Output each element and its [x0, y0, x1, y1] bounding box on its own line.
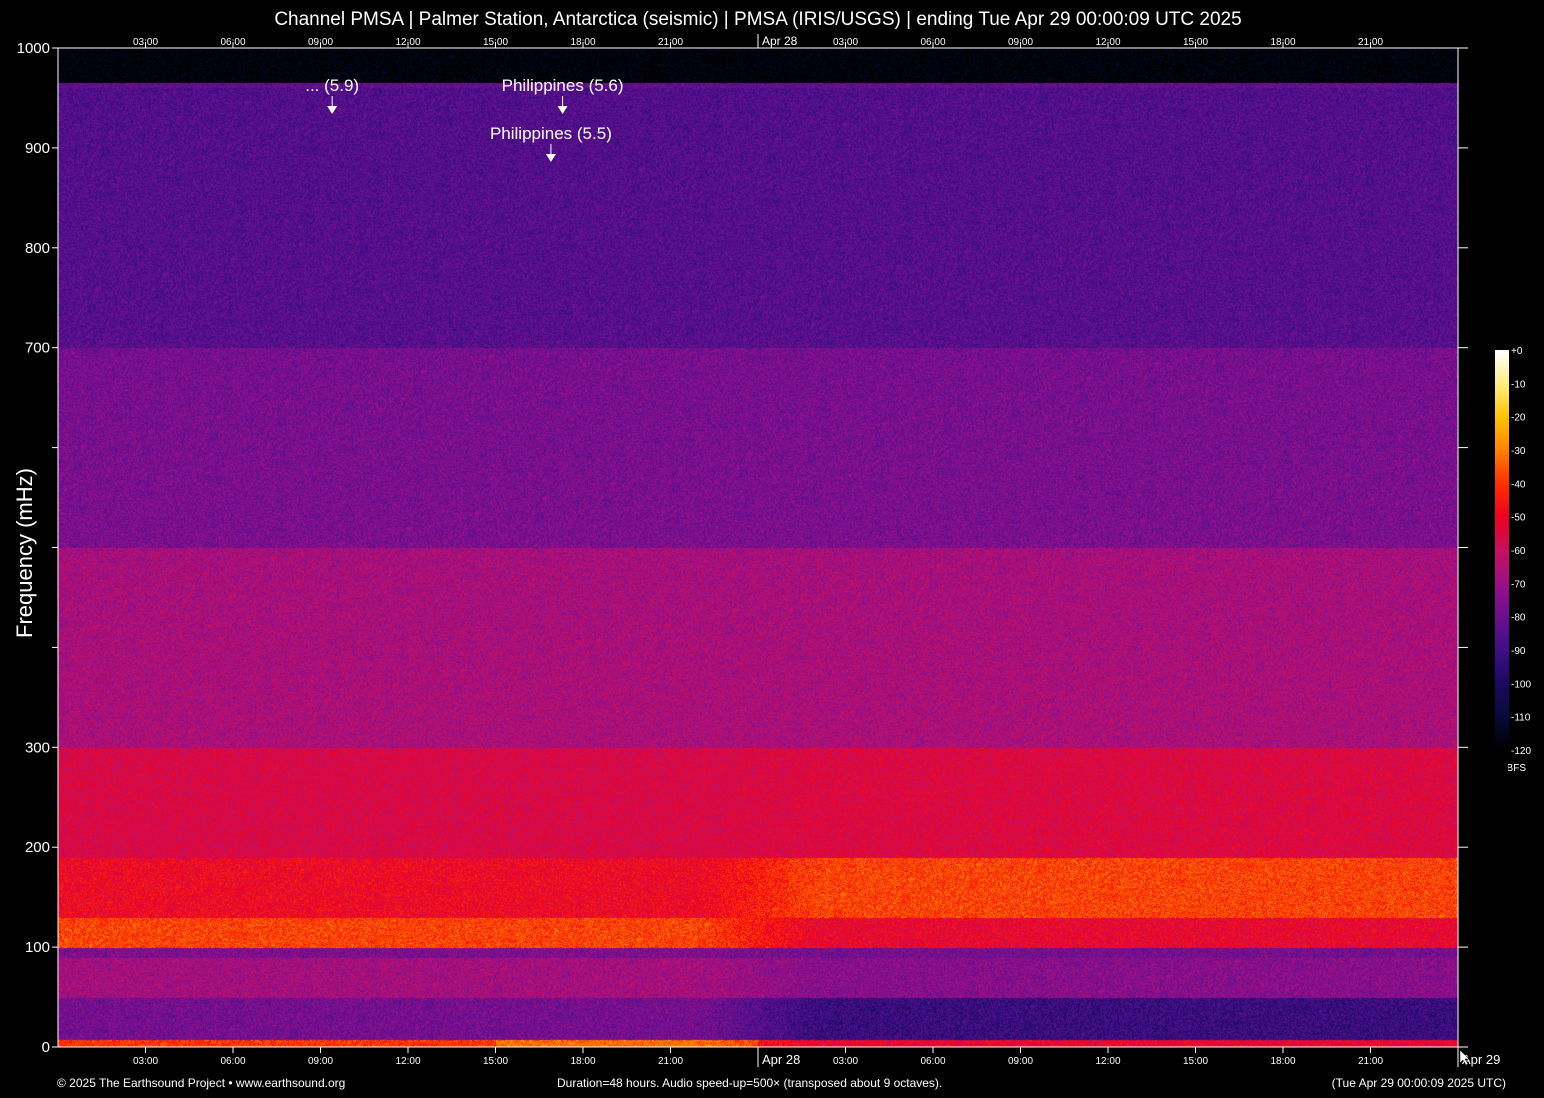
- x-tick-label-top: 09:00: [308, 37, 333, 48]
- x-tick-label-top: 09:00: [1008, 37, 1033, 48]
- y-tick-label: 700: [25, 340, 50, 357]
- duration-note: Duration=48 hours. Audio speed-up=500× (…: [557, 1076, 943, 1090]
- copyright: © 2025 The Earthsound Project • www.eart…: [57, 1076, 346, 1090]
- colorbar-tick-label: -110: [1511, 713, 1531, 724]
- x-tick-label: 06:00: [220, 1056, 245, 1067]
- x-tick-label-top: 06:00: [220, 37, 245, 48]
- x-tick-label: 18:00: [1270, 1056, 1295, 1067]
- y-tick-label: 300: [25, 739, 50, 756]
- x-tick-label: 15:00: [483, 1056, 508, 1067]
- mouse-cursor-icon: [1459, 1049, 1470, 1066]
- x-tick-label: 09:00: [308, 1056, 333, 1067]
- x-tick-label-top: 06:00: [920, 37, 945, 48]
- x-tick-label: 03:00: [133, 1056, 158, 1067]
- x-tick-label-top: 03:00: [133, 37, 158, 48]
- colorbar-tick-label: -30: [1511, 446, 1526, 457]
- arrow-down-icon: [327, 106, 338, 114]
- x-tick-label: 06:00: [920, 1056, 945, 1067]
- colorbar-tick-label: -40: [1511, 479, 1526, 490]
- x-tick-label: 18:00: [570, 1056, 595, 1067]
- colorbar-tick-label: -50: [1511, 513, 1526, 524]
- colorbar: [1495, 350, 1509, 750]
- x-tick-label-top: 21:00: [658, 37, 683, 48]
- colorbar-tick-label: +0: [1511, 346, 1523, 357]
- x-tick-label-top: 18:00: [570, 37, 595, 48]
- y-tick-label: 0: [42, 1039, 50, 1056]
- arrow-down-icon: [557, 106, 568, 114]
- colorbar-tick-label: -20: [1511, 413, 1526, 424]
- colorbar-tick-label: -70: [1511, 579, 1526, 590]
- arrow-down-icon: [545, 154, 556, 162]
- x-tick-label-top: 21:00: [1358, 37, 1383, 48]
- x-tick-label-top: Apr 28: [762, 34, 798, 48]
- event-annotation: ... (5.9): [305, 76, 360, 95]
- x-tick-label-top: 12:00: [1095, 37, 1120, 48]
- x-tick-label-top: 15:00: [1183, 37, 1208, 48]
- colorbar-tick-label: -60: [1511, 546, 1526, 557]
- y-axis-label: Frequency (mHz): [12, 468, 37, 638]
- y-tick-label: 800: [25, 240, 50, 257]
- colorbar-tick-label: -100: [1511, 679, 1531, 690]
- colorbar-tick-label: -10: [1511, 379, 1526, 390]
- colorbar-tick-label: -90: [1511, 646, 1526, 657]
- x-end-label: Apr 29: [1462, 1052, 1500, 1067]
- y-tick-label: 900: [25, 140, 50, 157]
- y-tick-label: 200: [25, 839, 50, 856]
- colorbar-unit-label: dBFS: [1508, 763, 1526, 774]
- y-tick-label: 100: [25, 939, 50, 956]
- x-tick-label: 15:00: [1183, 1056, 1208, 1067]
- spectrogram: [58, 48, 1458, 1047]
- x-tick-label: 21:00: [1358, 1056, 1383, 1067]
- x-tick-label: 09:00: [1008, 1056, 1033, 1067]
- x-tick-label: 21:00: [658, 1056, 683, 1067]
- colorbar-tick-label: -120: [1511, 746, 1531, 757]
- colorbar-axis: +0 -10 -20 -30 -40 -50 -60 -70 -80 -90 -100 -110 -12…: [1508, 346, 1531, 774]
- x-tick-label: 03:00: [833, 1056, 858, 1067]
- y-tick-label: 1000: [17, 40, 50, 57]
- chart-title: Channel PMSA | Palmer Station, Antarctic…: [274, 9, 1242, 30]
- end-time: (Tue Apr 29 00:00:09 2025 UTC): [1331, 1076, 1506, 1090]
- x-tick-label: 12:00: [395, 1056, 420, 1067]
- colorbar-tick-label: -80: [1511, 613, 1526, 624]
- x-tick-label-top: 12:00: [395, 37, 420, 48]
- plot-frame: [57, 47, 1459, 1048]
- x-tick-label-top: 18:00: [1270, 37, 1295, 48]
- x-tick-label: Apr 28: [762, 1052, 800, 1067]
- event-annotation: Philippines (5.5): [489, 124, 612, 143]
- x-tick-label-top: 03:00: [833, 37, 858, 48]
- x-tick-label-top: 15:00: [483, 37, 508, 48]
- x-tick-label: 12:00: [1095, 1056, 1120, 1067]
- event-annotation: Philippines (5.6): [501, 76, 624, 95]
